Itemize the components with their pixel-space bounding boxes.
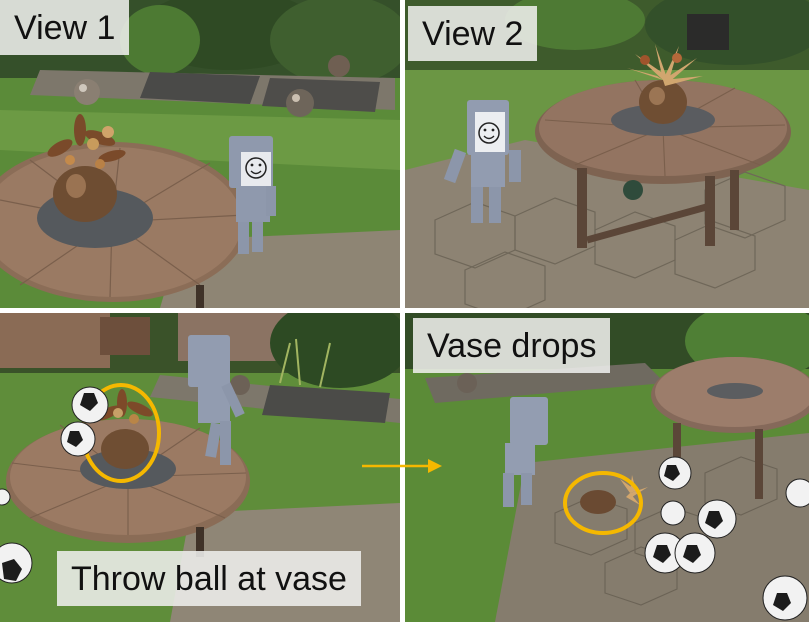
panel-view-2: View 2: [405, 0, 809, 308]
soccer-balls: [644, 456, 809, 621]
panel-vase-drops: Vase drops: [405, 313, 809, 622]
garden-scene-throw: [0, 313, 400, 622]
panel-label-view-1: View 1: [0, 0, 130, 55]
arrow-right-icon: [362, 459, 442, 473]
panel-label-view-2: View 2: [408, 6, 538, 61]
panel-label-vase-drops: Vase drops: [413, 318, 611, 373]
panel-throw-ball: Throw ball at vase: [0, 313, 400, 622]
garden-scene-view-2: [405, 0, 809, 308]
garden-scene-view-1: [0, 0, 400, 308]
panel-label-throw-ball: Throw ball at vase: [57, 551, 361, 606]
panel-view-1: View 1: [0, 0, 400, 308]
highlight-ring: [563, 471, 643, 535]
soccer-balls: [0, 386, 109, 584]
